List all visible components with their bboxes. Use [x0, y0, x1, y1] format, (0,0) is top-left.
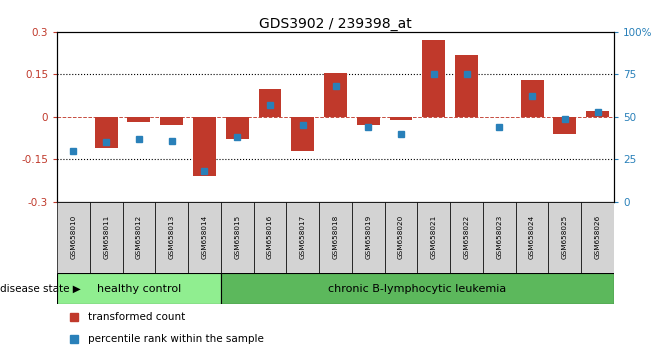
Text: GSM658025: GSM658025	[562, 215, 568, 259]
Bar	[384, 202, 417, 273]
Bar	[324, 73, 347, 117]
Bar	[516, 202, 548, 273]
Text: GSM658021: GSM658021	[431, 215, 437, 259]
Bar	[57, 202, 90, 273]
Text: GSM658017: GSM658017	[300, 215, 306, 259]
Text: GSM658019: GSM658019	[365, 215, 371, 259]
Bar	[90, 202, 123, 273]
Text: GSM658026: GSM658026	[595, 215, 601, 259]
Bar	[455, 55, 478, 117]
Bar	[548, 202, 581, 273]
Text: GSM658023: GSM658023	[497, 215, 503, 259]
Bar	[390, 117, 413, 120]
Bar	[221, 202, 254, 273]
Text: GSM658011: GSM658011	[103, 215, 109, 259]
Text: transformed count: transformed count	[88, 312, 185, 322]
Bar	[95, 117, 117, 148]
Bar	[160, 117, 183, 125]
Text: GSM658016: GSM658016	[267, 215, 273, 259]
Bar	[193, 117, 216, 176]
Bar	[352, 202, 384, 273]
Bar	[287, 202, 319, 273]
Text: GSM658013: GSM658013	[168, 215, 174, 259]
Bar	[155, 202, 188, 273]
Text: GSM658014: GSM658014	[201, 215, 207, 259]
Bar	[221, 273, 614, 304]
Bar	[57, 273, 221, 304]
Bar	[450, 202, 483, 273]
Bar	[319, 202, 352, 273]
Text: healthy control: healthy control	[97, 284, 181, 293]
Text: GSM658015: GSM658015	[234, 215, 240, 259]
Bar	[258, 88, 281, 117]
Bar	[291, 117, 314, 151]
Bar	[422, 40, 446, 117]
Bar	[586, 111, 609, 117]
Text: GSM658022: GSM658022	[464, 215, 470, 259]
Bar	[225, 117, 249, 139]
Text: disease state ▶: disease state ▶	[0, 284, 81, 293]
Text: GSM658020: GSM658020	[398, 215, 404, 259]
Bar	[127, 117, 150, 122]
Bar	[123, 202, 155, 273]
Bar	[188, 202, 221, 273]
Text: percentile rank within the sample: percentile rank within the sample	[88, 334, 264, 344]
Bar	[254, 202, 287, 273]
Bar	[554, 117, 576, 134]
Text: chronic B-lymphocytic leukemia: chronic B-lymphocytic leukemia	[328, 284, 507, 293]
Text: GSM658024: GSM658024	[529, 215, 535, 259]
Bar	[357, 117, 380, 125]
Bar	[581, 202, 614, 273]
Bar	[417, 202, 450, 273]
Text: GSM658018: GSM658018	[333, 215, 338, 259]
Bar	[521, 80, 544, 117]
Bar	[483, 202, 516, 273]
Title: GDS3902 / 239398_at: GDS3902 / 239398_at	[259, 17, 412, 31]
Text: GSM658012: GSM658012	[136, 215, 142, 259]
Text: GSM658010: GSM658010	[70, 215, 76, 259]
